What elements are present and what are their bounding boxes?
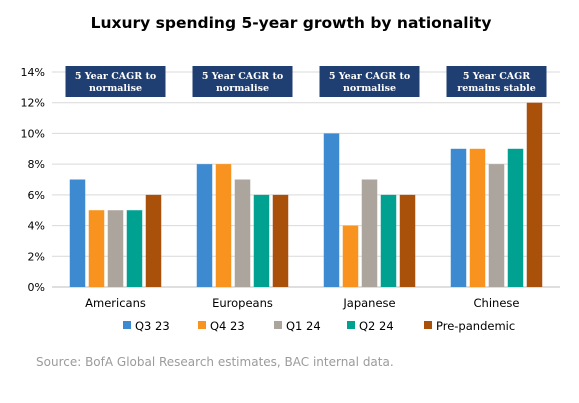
annotation-text-line2: normalise: [216, 83, 269, 94]
y-tick-label: 8%: [28, 158, 45, 171]
legend-swatch: [347, 321, 355, 329]
bar-q3-23-europeans: [196, 164, 213, 287]
y-tick-label: 12%: [21, 97, 45, 110]
annotation-box: [65, 66, 166, 97]
annotation-box: [446, 66, 547, 97]
legend-swatch: [424, 321, 432, 329]
annotation-box: [319, 66, 420, 97]
legend-label: Q1 24: [286, 319, 321, 333]
bar-q4-23-chinese: [469, 148, 486, 287]
bar-q1-24-chinese: [488, 164, 505, 287]
bar-q4-23-japanese: [342, 225, 359, 287]
chart-title: Luxury spending 5-year growth by nationa…: [91, 14, 492, 32]
legend-swatch: [274, 321, 282, 329]
legend-label: Q3 23: [135, 319, 170, 333]
bar-pre-pandemic-europeans: [272, 194, 289, 287]
source-note: Source: BofA Global Research estimates, …: [36, 355, 394, 369]
bar-q4-23-americans: [88, 210, 105, 287]
bar-q2-24-chinese: [507, 148, 524, 287]
bar-q3-23-japanese: [323, 133, 340, 287]
y-tick-label: 2%: [28, 250, 45, 263]
bars: [69, 102, 543, 287]
bar-pre-pandemic-americans: [145, 194, 162, 287]
legend: Q3 23 Q4 23 Q1 24 Q2 24 Pre-pandemic: [123, 319, 515, 333]
bar-pre-pandemic-chinese: [526, 102, 543, 287]
y-tick-label: 6%: [28, 189, 45, 202]
y-tick-label: 0%: [28, 281, 45, 294]
bar-q1-24-americans: [107, 210, 124, 287]
bar-q2-24-americans: [126, 210, 143, 287]
annotation-text-line1: 5 Year CAGR to: [329, 71, 410, 82]
annotation-text-line2: normalise: [89, 83, 142, 94]
bar-q3-23-americans: [69, 179, 86, 287]
bar-pre-pandemic-japanese: [399, 194, 416, 287]
y-tick-label: 14%: [21, 66, 45, 79]
category-label: Chinese: [474, 296, 520, 310]
annotation-box: [192, 66, 293, 97]
annotation-text-line2: remains stable: [457, 83, 536, 94]
annotation-text-line1: 5 Year CAGR: [463, 71, 530, 82]
legend-swatch: [198, 321, 206, 329]
annotation-text-line2: normalise: [343, 83, 396, 94]
y-tick-label: 10%: [21, 127, 45, 140]
annotation-text-line1: 5 Year CAGR to: [75, 71, 156, 82]
x-axis: Americans Europeans Japanese Chinese: [85, 296, 519, 310]
category-label: Americans: [85, 296, 146, 310]
legend-swatch: [123, 321, 131, 329]
y-tick-label: 4%: [28, 220, 45, 233]
bar-q1-24-europeans: [234, 179, 251, 287]
bar-q2-24-europeans: [253, 194, 270, 287]
legend-label: Q4 23: [210, 319, 245, 333]
legend-label: Pre-pandemic: [436, 319, 515, 333]
bar-q1-24-japanese: [361, 179, 378, 287]
bar-q4-23-europeans: [215, 164, 232, 287]
bar-q2-24-japanese: [380, 194, 397, 287]
bar-q3-23-chinese: [450, 148, 467, 287]
y-axis: 0% 2% 4% 6% 8% 10% 12% 14%: [21, 66, 45, 294]
annotation-text-line1: 5 Year CAGR to: [202, 71, 283, 82]
category-label: Japanese: [342, 296, 395, 310]
legend-label: Q2 24: [359, 319, 394, 333]
category-label: Europeans: [212, 296, 273, 310]
